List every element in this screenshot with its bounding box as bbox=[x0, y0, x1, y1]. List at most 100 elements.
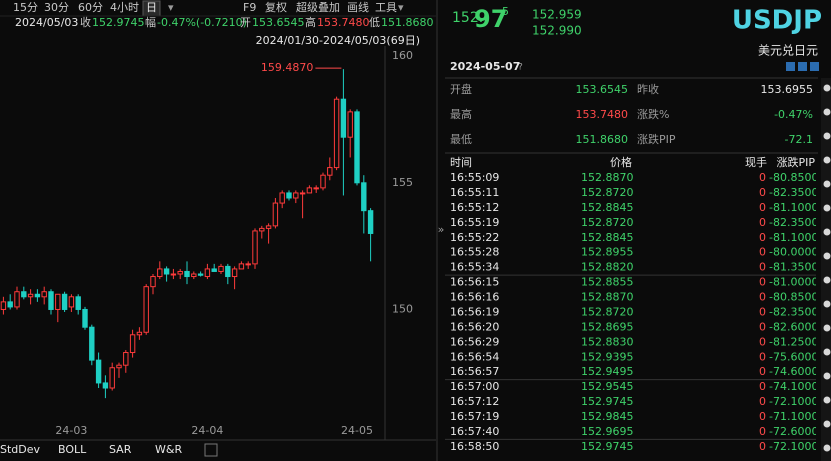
candle-body bbox=[340, 98, 347, 138]
trade-price: 152.9845 bbox=[581, 410, 634, 423]
side-icon[interactable] bbox=[823, 420, 831, 428]
side-icon[interactable] bbox=[823, 228, 831, 236]
trade-price: 152.9695 bbox=[581, 425, 634, 438]
trade-time: 16:58:50 bbox=[450, 440, 499, 453]
candle-body bbox=[293, 192, 299, 199]
side-icon[interactable] bbox=[823, 276, 831, 284]
side-icon[interactable] bbox=[823, 300, 831, 308]
candle-body bbox=[225, 265, 231, 278]
trade-price: 152.9545 bbox=[581, 380, 634, 393]
period-button[interactable]: 4小时 bbox=[110, 1, 139, 14]
candle-body bbox=[34, 293, 41, 298]
period-button[interactable]: 日 bbox=[146, 1, 157, 14]
trade-volume: 0 bbox=[759, 171, 766, 184]
tool-icon[interactable] bbox=[798, 62, 807, 71]
side-icon[interactable] bbox=[823, 108, 831, 116]
indicator-tab[interactable]: BOLL bbox=[58, 443, 87, 456]
trade-time: 16:57:19 bbox=[450, 410, 499, 423]
candle-body bbox=[157, 268, 163, 278]
trade-price: 152.8845 bbox=[581, 231, 634, 244]
info-range-label: 幅 bbox=[145, 16, 156, 29]
side-icon[interactable] bbox=[823, 84, 831, 92]
stat-value: -72.1 bbox=[785, 133, 813, 146]
stat-value: 151.8680 bbox=[576, 133, 629, 146]
trade-time: 16:55:09 bbox=[450, 171, 499, 184]
candle-body bbox=[123, 352, 129, 366]
trade-volume: 0 bbox=[759, 216, 766, 229]
candle-body bbox=[41, 291, 47, 298]
candle-body bbox=[238, 263, 245, 270]
indicator-tab[interactable]: W&R bbox=[155, 443, 182, 456]
period-button[interactable]: 60分 bbox=[78, 1, 103, 14]
tool-icon[interactable] bbox=[810, 62, 819, 71]
trade-time: 16:55:12 bbox=[450, 201, 499, 214]
side-icon[interactable] bbox=[823, 324, 831, 332]
candle-body bbox=[306, 187, 313, 194]
candle-body bbox=[129, 334, 136, 354]
menu-icon[interactable]: ▾ bbox=[398, 1, 404, 14]
trade-price: 152.9395 bbox=[581, 350, 634, 363]
trade-change: -80.8500 bbox=[769, 291, 818, 304]
tool-button[interactable]: 画线 bbox=[347, 0, 369, 14]
candle-body bbox=[150, 276, 156, 288]
side-icon[interactable] bbox=[823, 348, 831, 356]
side-bar-bg bbox=[821, 78, 831, 461]
candle-body bbox=[197, 273, 204, 276]
tool-button[interactable]: 超级叠加 bbox=[296, 0, 340, 14]
tool-icon[interactable] bbox=[786, 62, 795, 71]
trade-header: 涨跌PIP bbox=[776, 155, 815, 169]
tool-button[interactable]: F9 bbox=[243, 1, 256, 14]
side-bar bbox=[821, 78, 831, 461]
side-icon[interactable] bbox=[823, 444, 831, 452]
tab-icon[interactable] bbox=[204, 443, 218, 457]
trade-volume: 0 bbox=[759, 425, 766, 438]
indicator-tab[interactable]: SAR bbox=[109, 443, 132, 456]
period-button[interactable]: 15分 bbox=[13, 1, 38, 14]
info-high: 153.7480 bbox=[317, 16, 370, 29]
candle-body bbox=[0, 301, 7, 310]
candle-body bbox=[361, 182, 367, 212]
side-icon[interactable] bbox=[823, 156, 831, 164]
side-icon[interactable] bbox=[823, 132, 831, 140]
indicator-tab[interactable]: StdDev bbox=[0, 443, 41, 456]
price-big: 97 bbox=[474, 5, 507, 33]
side-icon[interactable] bbox=[823, 396, 831, 404]
trade-change: -72.1000 bbox=[769, 395, 818, 408]
candle-body bbox=[367, 210, 374, 234]
tool-button[interactable]: 复权 bbox=[265, 0, 287, 14]
side-icon[interactable] bbox=[823, 252, 831, 260]
candle-body bbox=[75, 296, 81, 310]
stat-label: 昨收 bbox=[637, 82, 659, 96]
period-button[interactable]: 30分 bbox=[44, 1, 69, 14]
trade-time: 16:56:29 bbox=[450, 335, 499, 348]
trade-time: 16:56:20 bbox=[450, 320, 499, 333]
trade-volume: 0 bbox=[759, 440, 766, 453]
candle-body bbox=[333, 98, 340, 169]
stat-label: 最高 bbox=[450, 107, 472, 121]
help-icon[interactable]: ? bbox=[518, 63, 523, 73]
ask-price: 152.990 bbox=[532, 24, 582, 38]
stat-value: -0.47% bbox=[774, 108, 813, 121]
trade-header: 现手 bbox=[745, 155, 767, 169]
menu-icon[interactable]: ▾ bbox=[168, 1, 174, 14]
candle-body bbox=[347, 111, 353, 138]
trade-price: 152.8870 bbox=[581, 291, 634, 304]
trade-price: 152.8695 bbox=[581, 320, 634, 333]
stat-value: 153.6955 bbox=[761, 83, 814, 96]
candle-body bbox=[286, 192, 292, 199]
trade-change: -74.1000 bbox=[769, 380, 818, 393]
trade-change: -74.6000 bbox=[769, 365, 818, 378]
trade-price: 152.8955 bbox=[581, 246, 634, 259]
trade-volume: 0 bbox=[759, 231, 766, 244]
side-icon[interactable] bbox=[823, 204, 831, 212]
side-icon[interactable] bbox=[823, 372, 831, 380]
collapse-toggle[interactable]: » bbox=[438, 223, 445, 236]
tool-button[interactable]: 工具 bbox=[375, 1, 397, 14]
candle-body bbox=[68, 296, 75, 308]
trade-time: 16:57:12 bbox=[450, 395, 499, 408]
candle-body bbox=[320, 174, 326, 189]
trade-time: 16:55:19 bbox=[450, 216, 499, 229]
side-icon[interactable] bbox=[823, 180, 831, 188]
